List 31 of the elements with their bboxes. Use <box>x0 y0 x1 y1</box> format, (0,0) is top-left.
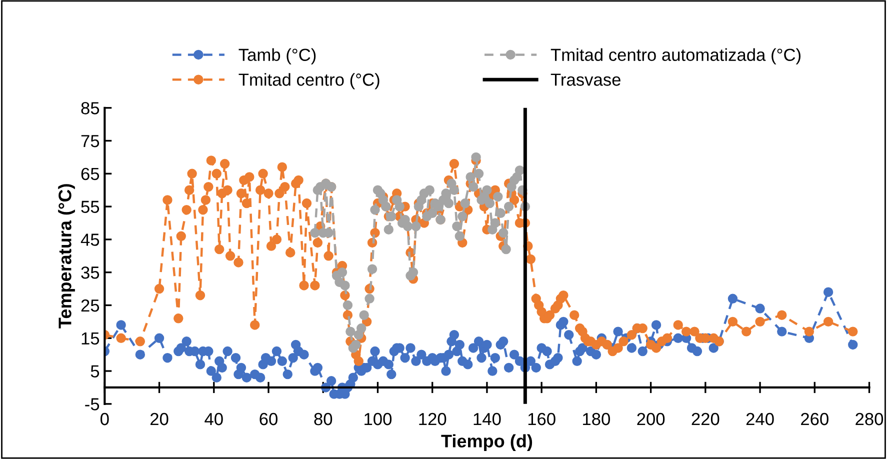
x-tick-label: 260 <box>801 412 828 426</box>
y-tick-label: 55 <box>81 200 100 214</box>
legend-label: Tamb (°C) <box>238 48 316 64</box>
x-tick-label: 200 <box>637 412 665 426</box>
x-tick-label: 0 <box>100 412 109 426</box>
x-tick-label: 140 <box>474 412 501 426</box>
x-tick-label: 180 <box>583 412 610 426</box>
y-tick-label: 75 <box>81 135 100 148</box>
y-tick-label: 5 <box>90 365 100 378</box>
legend-label: Tmitad centro automatizada (°C) <box>550 48 800 64</box>
x-tick-label: 280 <box>856 412 884 426</box>
x-tick-label: 80 <box>314 412 332 426</box>
y-tick-label: 25 <box>81 299 100 312</box>
x-tick-label: 60 <box>260 412 278 426</box>
x-tick-label: 120 <box>419 412 446 426</box>
x-tick-label: 100 <box>364 412 392 426</box>
y-tick-label: 15 <box>82 332 100 345</box>
x-tick-label: 20 <box>150 412 168 426</box>
x-tick-label: 160 <box>528 412 556 426</box>
y-tick-label: 45 <box>80 234 100 246</box>
legend-label: Tmitad centro (°C) <box>238 73 380 90</box>
y-tick-label: 65 <box>81 168 100 180</box>
x-tick-label: 40 <box>204 412 223 426</box>
legend-label: Trasvase <box>550 74 620 86</box>
x-tick-label: 240 <box>746 412 774 426</box>
x-axis-title: Tiempo (d) <box>441 434 532 452</box>
y-axis-title: Temperatura (°C) <box>58 184 75 328</box>
x-tick-label: 220 <box>692 412 720 426</box>
y-tick-label: 85 <box>81 102 100 114</box>
y-tick-label: -5 <box>85 398 100 410</box>
y-tick-label: 35 <box>81 266 100 279</box>
